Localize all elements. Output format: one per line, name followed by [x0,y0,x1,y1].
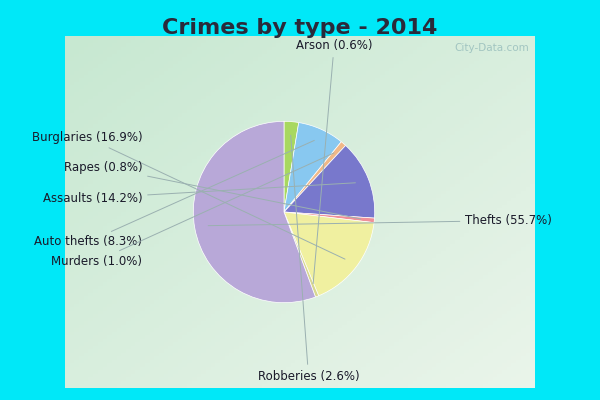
Wedge shape [284,212,374,296]
Text: Rapes (0.8%): Rapes (0.8%) [64,161,361,219]
Text: Robberies (2.6%): Robberies (2.6%) [258,135,359,383]
Text: City-Data.com: City-Data.com [455,44,529,54]
Wedge shape [284,212,319,297]
Text: Assaults (14.2%): Assaults (14.2%) [43,183,355,205]
Wedge shape [193,121,316,303]
Wedge shape [284,212,374,223]
Wedge shape [284,121,299,212]
Wedge shape [284,122,341,212]
Text: Murders (1.0%): Murders (1.0%) [51,153,334,268]
Text: Burglaries (16.9%): Burglaries (16.9%) [32,131,345,259]
Wedge shape [284,142,346,212]
Text: Arson (0.6%): Arson (0.6%) [296,39,373,284]
Text: Auto thefts (8.3%): Auto thefts (8.3%) [34,140,314,248]
Wedge shape [284,146,374,218]
Text: Crimes by type - 2014: Crimes by type - 2014 [163,18,437,38]
Text: Thefts (55.7%): Thefts (55.7%) [208,214,552,227]
